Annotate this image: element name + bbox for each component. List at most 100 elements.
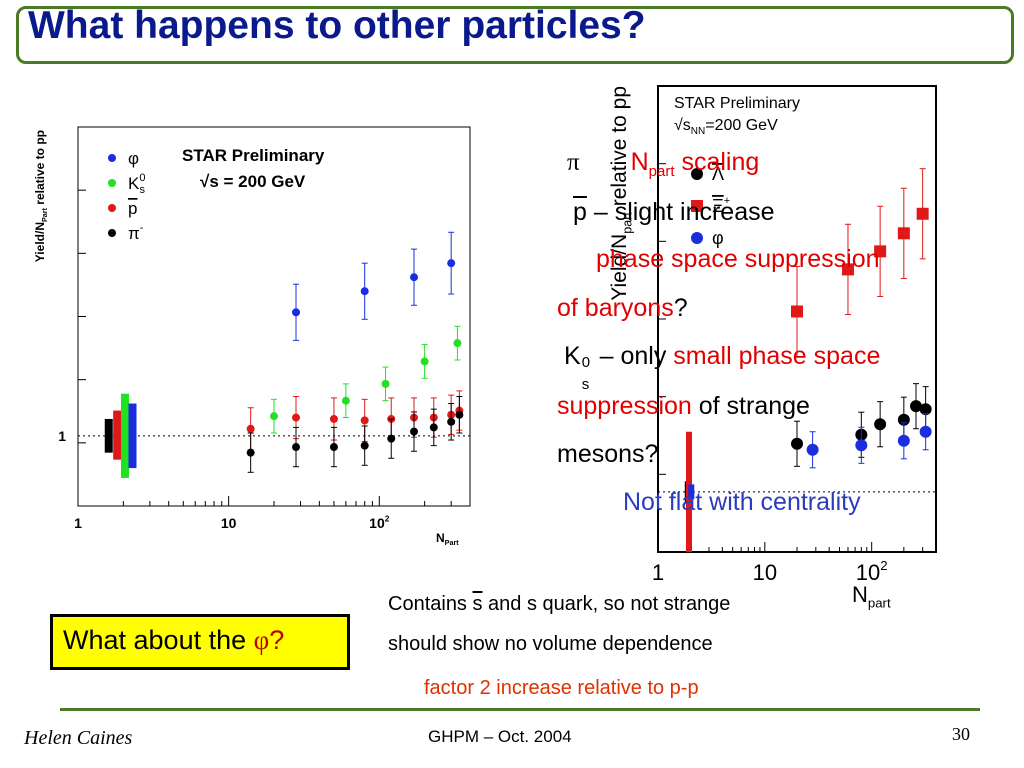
data-point — [292, 308, 301, 317]
bullet-pbar: p – slight increase — [573, 198, 775, 227]
data-point — [360, 287, 369, 296]
callout-qmark: ? — [269, 625, 285, 655]
x-tick-label: 10 — [753, 560, 777, 585]
data-point — [341, 396, 350, 405]
suppression-line: suppression of strange — [557, 392, 810, 421]
data-point — [897, 434, 910, 447]
bullet-pion: π Npart scaling — [567, 148, 759, 180]
data-point — [455, 410, 464, 419]
x-tick-label: 10 — [221, 515, 237, 531]
data-point — [806, 443, 819, 456]
legend-marker — [108, 179, 116, 187]
legend-marker — [691, 168, 703, 180]
x-tick-label: 1 — [74, 515, 82, 531]
k0-sub: s — [581, 376, 590, 393]
y-axis-label: Yield/Npart relative to pp — [608, 86, 634, 301]
chart-subtitle: √sNN=200 GeV — [674, 117, 778, 137]
suppression-red: suppression — [557, 392, 692, 420]
npart-scaling-n: N — [630, 148, 649, 176]
data-point — [919, 425, 932, 438]
data-point — [292, 443, 301, 452]
npart-scaling-sub: part — [648, 163, 675, 180]
suppression-black: of strange — [691, 392, 810, 420]
conference-label: GHPM – Oct. 2004 — [428, 727, 572, 746]
legend-label: φ — [712, 228, 724, 248]
data-point — [292, 413, 301, 422]
data-point — [841, 263, 854, 276]
data-point — [381, 379, 390, 388]
npart-scaling-text: scaling — [674, 148, 760, 176]
chart-subtitle: √s = 200 GeV — [200, 172, 306, 191]
y-axis-label: Yield/NPart relative to pp — [33, 130, 49, 262]
normalization-box — [104, 418, 113, 453]
data-point — [874, 245, 887, 258]
data-point — [453, 339, 462, 348]
note-line1: Contains s and s quark, so not strange — [388, 593, 730, 616]
data-point — [270, 412, 278, 421]
note-contains: Contains — [388, 593, 473, 615]
k0-mid: – only — [592, 342, 674, 370]
data-point — [329, 443, 338, 452]
y-tick-label: 1 — [58, 428, 66, 444]
pbar-text: – slight increase — [586, 198, 775, 226]
chart-left: 1 10 102 1 NPart Yield/NPart relative to pp φK… — [33, 126, 471, 547]
k0-sup: 0 — [581, 354, 591, 371]
legend-marker — [691, 232, 703, 244]
normalization-box — [113, 410, 122, 460]
data-point — [329, 414, 338, 423]
legend-label: K0 s — [128, 172, 145, 196]
pbar-symbol: p — [573, 198, 587, 226]
callout-text: What about the — [63, 625, 254, 655]
note-line3: factor 2 increase relative to p-p — [424, 677, 699, 699]
legend-marker — [108, 204, 116, 212]
note-sbar: s — [472, 593, 483, 615]
data-point — [246, 424, 255, 433]
not-flat-text: Not flat with centrality — [623, 488, 861, 516]
data-point — [360, 441, 369, 450]
data-point — [910, 400, 923, 413]
note-line2: should show no volume dependence — [388, 633, 713, 655]
legend-label: p — [128, 199, 137, 218]
data-point — [447, 259, 456, 268]
npart-scaling: Npart scaling — [630, 148, 760, 180]
x-tick-label: 102 — [856, 558, 888, 585]
x-tick-label: 102 — [369, 514, 390, 531]
legend-marker — [108, 154, 116, 162]
legend-marker — [691, 200, 703, 212]
legend-label: π- — [128, 222, 144, 243]
data-point — [410, 273, 419, 282]
phase-qmark: ? — [673, 294, 688, 322]
callout-phi: φ — [253, 625, 270, 655]
x-axis-label: NPart — [436, 531, 459, 547]
data-point — [447, 417, 456, 426]
phase-line1: phase space suppression — [596, 245, 880, 273]
data-point — [919, 403, 932, 416]
slide-title: What happens to other particles? — [28, 4, 646, 47]
data-point — [791, 437, 803, 450]
normalization-box — [128, 403, 137, 469]
legend-label: Λ — [712, 164, 724, 184]
data-point — [410, 427, 419, 436]
note-line1-post: and s quark, so not strange — [482, 593, 731, 615]
data-point — [916, 207, 929, 220]
data-point — [387, 434, 396, 443]
pi-symbol: π — [567, 149, 580, 176]
phi-callout: What about the φ? — [50, 614, 350, 670]
data-point — [897, 227, 910, 240]
normalization-box — [120, 393, 129, 478]
k0-red: small phase space — [673, 342, 881, 370]
legend-label: Ξ+ — [712, 195, 730, 216]
phase-line2: of baryons? — [557, 294, 688, 323]
data-point — [360, 416, 369, 425]
legend-label: φ — [128, 149, 139, 168]
chart-title: STAR Preliminary — [182, 146, 325, 165]
x-tick-label: 1 — [652, 560, 664, 585]
page-number: 30 — [952, 724, 970, 744]
data-point — [420, 357, 429, 366]
footer-divider — [60, 708, 980, 711]
title-frame — [16, 6, 1014, 64]
data-point — [874, 418, 887, 431]
k0-symbol: K — [564, 342, 581, 370]
data-point — [429, 423, 438, 432]
